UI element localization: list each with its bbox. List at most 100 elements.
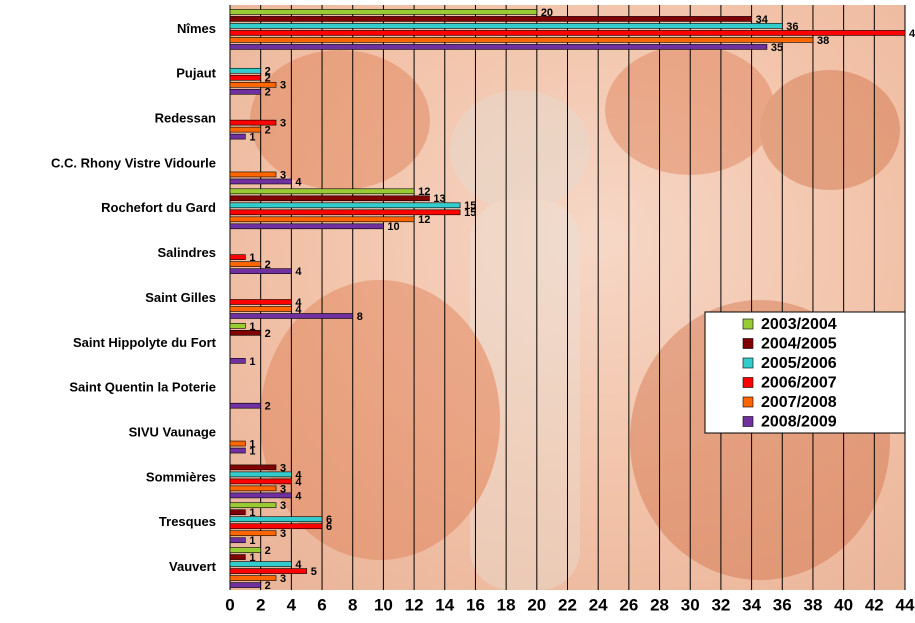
data-label: 2: [265, 73, 271, 85]
x-tick-label: 30: [681, 595, 700, 614]
x-tick-label: 42: [865, 595, 884, 614]
data-label: 3: [280, 573, 286, 585]
bar: [229, 126, 261, 133]
x-tick-label: 44: [896, 595, 915, 614]
data-label: 4: [295, 176, 302, 188]
x-tick-label: 14: [435, 595, 454, 614]
data-label: 35: [771, 42, 783, 54]
data-label: 3: [280, 500, 286, 512]
data-label: 2: [265, 87, 271, 99]
legend-swatch: [742, 377, 754, 388]
bar: [229, 306, 292, 312]
x-tick-label: 22: [558, 595, 577, 614]
x-tick-label: 0: [225, 595, 234, 614]
bar: [229, 88, 261, 95]
data-label: 2: [265, 580, 271, 592]
data-label: 10: [387, 221, 399, 233]
bar: [229, 178, 292, 185]
data-label: 2: [265, 125, 271, 137]
bar: [229, 209, 461, 216]
data-label: 1: [249, 356, 255, 368]
bars: [229, 9, 906, 588]
x-tick-label: 36: [773, 595, 792, 614]
x-tick-label: 10: [374, 595, 393, 614]
data-label: 5: [311, 566, 317, 578]
bar: [229, 323, 246, 329]
data-label: 6: [326, 521, 332, 533]
y-tick-label: Nîmes: [177, 21, 216, 36]
data-label: 2: [265, 66, 271, 78]
data-label: 20: [541, 7, 553, 19]
data-label: 3: [280, 80, 286, 92]
bar: [229, 119, 277, 126]
data-label: 15: [464, 207, 476, 219]
x-tick-label: 32: [711, 595, 730, 614]
bar: [229, 471, 292, 478]
bar: [229, 537, 246, 544]
bar: [229, 30, 906, 36]
y-tick-label: Saint Hippolyte du Fort: [73, 335, 217, 350]
bar: [229, 575, 277, 581]
bar: [229, 547, 261, 553]
x-tick-label: 34: [742, 595, 761, 614]
data-label: 4: [295, 297, 302, 309]
y-tick-label: Pujaut: [176, 66, 216, 81]
legend-label: 2006/2007: [761, 375, 837, 392]
bar: [229, 268, 292, 274]
x-tick-label: 28: [650, 595, 669, 614]
x-tick-label: 2: [256, 595, 265, 614]
x-tick-label: 6: [317, 595, 326, 614]
x-tick-label: 20: [527, 595, 546, 614]
y-tick-label: Vauvert: [169, 559, 217, 574]
bar: [229, 523, 323, 530]
bar: [229, 188, 415, 195]
data-label: 2: [265, 259, 271, 271]
bar: [229, 530, 277, 537]
data-label: 1: [249, 438, 255, 450]
bar: [229, 464, 277, 471]
data-label: 1: [249, 445, 255, 457]
data-label: 36: [786, 21, 798, 33]
data-label: 1: [249, 321, 255, 333]
bar: [229, 23, 783, 29]
data-label: 4: [295, 266, 302, 278]
data-label: 1: [249, 507, 255, 519]
bar: [229, 358, 246, 364]
x-tick-label: 38: [803, 595, 822, 614]
grid: [229, 5, 906, 590]
data-label: 3: [280, 169, 286, 181]
data-label: 12: [418, 186, 430, 198]
y-tick-label: Rochefort du Gard: [101, 200, 216, 215]
bar: [229, 74, 261, 81]
legend-swatch: [742, 357, 754, 369]
y-tick-label: SIVU Vaunage: [129, 424, 216, 439]
y-tick-label: Saint Quentin la Poterie: [69, 380, 216, 395]
data-label: 2: [265, 545, 271, 557]
y-tick-label: Redessan: [155, 111, 216, 126]
y-tick-label: Salindres: [157, 245, 216, 260]
bar: [229, 81, 277, 88]
data-label: 1: [249, 535, 255, 547]
data-label: 12: [418, 214, 430, 226]
legend-box: [704, 311, 906, 434]
bar: [229, 447, 246, 454]
data-label: 3: [280, 528, 286, 540]
data-label: 4: [295, 304, 302, 316]
data-label: 4: [295, 469, 302, 481]
y-tick-label: Sommières: [146, 469, 216, 484]
data-label: 2: [265, 401, 271, 413]
data-label: 3: [280, 118, 286, 130]
data-label: 4: [295, 559, 302, 571]
bar: [229, 440, 246, 447]
data-label: 38: [817, 35, 829, 47]
data-label: 3: [280, 483, 286, 495]
data-label: 3: [280, 462, 286, 474]
bar: [229, 171, 277, 178]
data-label: 13: [433, 193, 445, 205]
legend-label: 2005/2006: [761, 355, 837, 372]
data-label: 4: [295, 490, 302, 502]
bar: [229, 313, 354, 319]
bar: [229, 568, 308, 574]
bar: [229, 402, 261, 409]
